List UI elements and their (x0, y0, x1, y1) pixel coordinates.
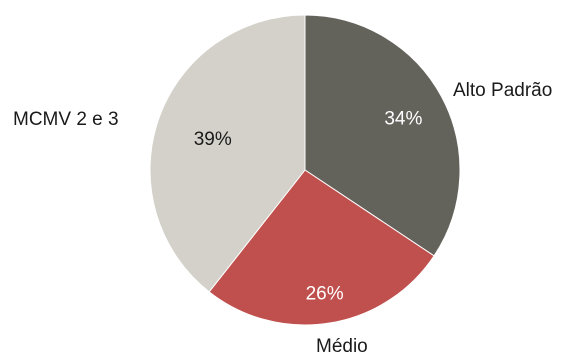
pie-slice (149, 14, 306, 293)
slice-category-label: MCMV 2 e 3 (13, 109, 119, 130)
pie-slice (208, 169, 435, 326)
slice-percent-label: 26% (306, 283, 344, 304)
slice-percent-label: 39% (194, 129, 232, 150)
slice-category-label: Médio (316, 336, 368, 356)
slice-percent-label: 34% (384, 108, 422, 129)
slice-category-label: Alto Padrão (453, 80, 552, 101)
